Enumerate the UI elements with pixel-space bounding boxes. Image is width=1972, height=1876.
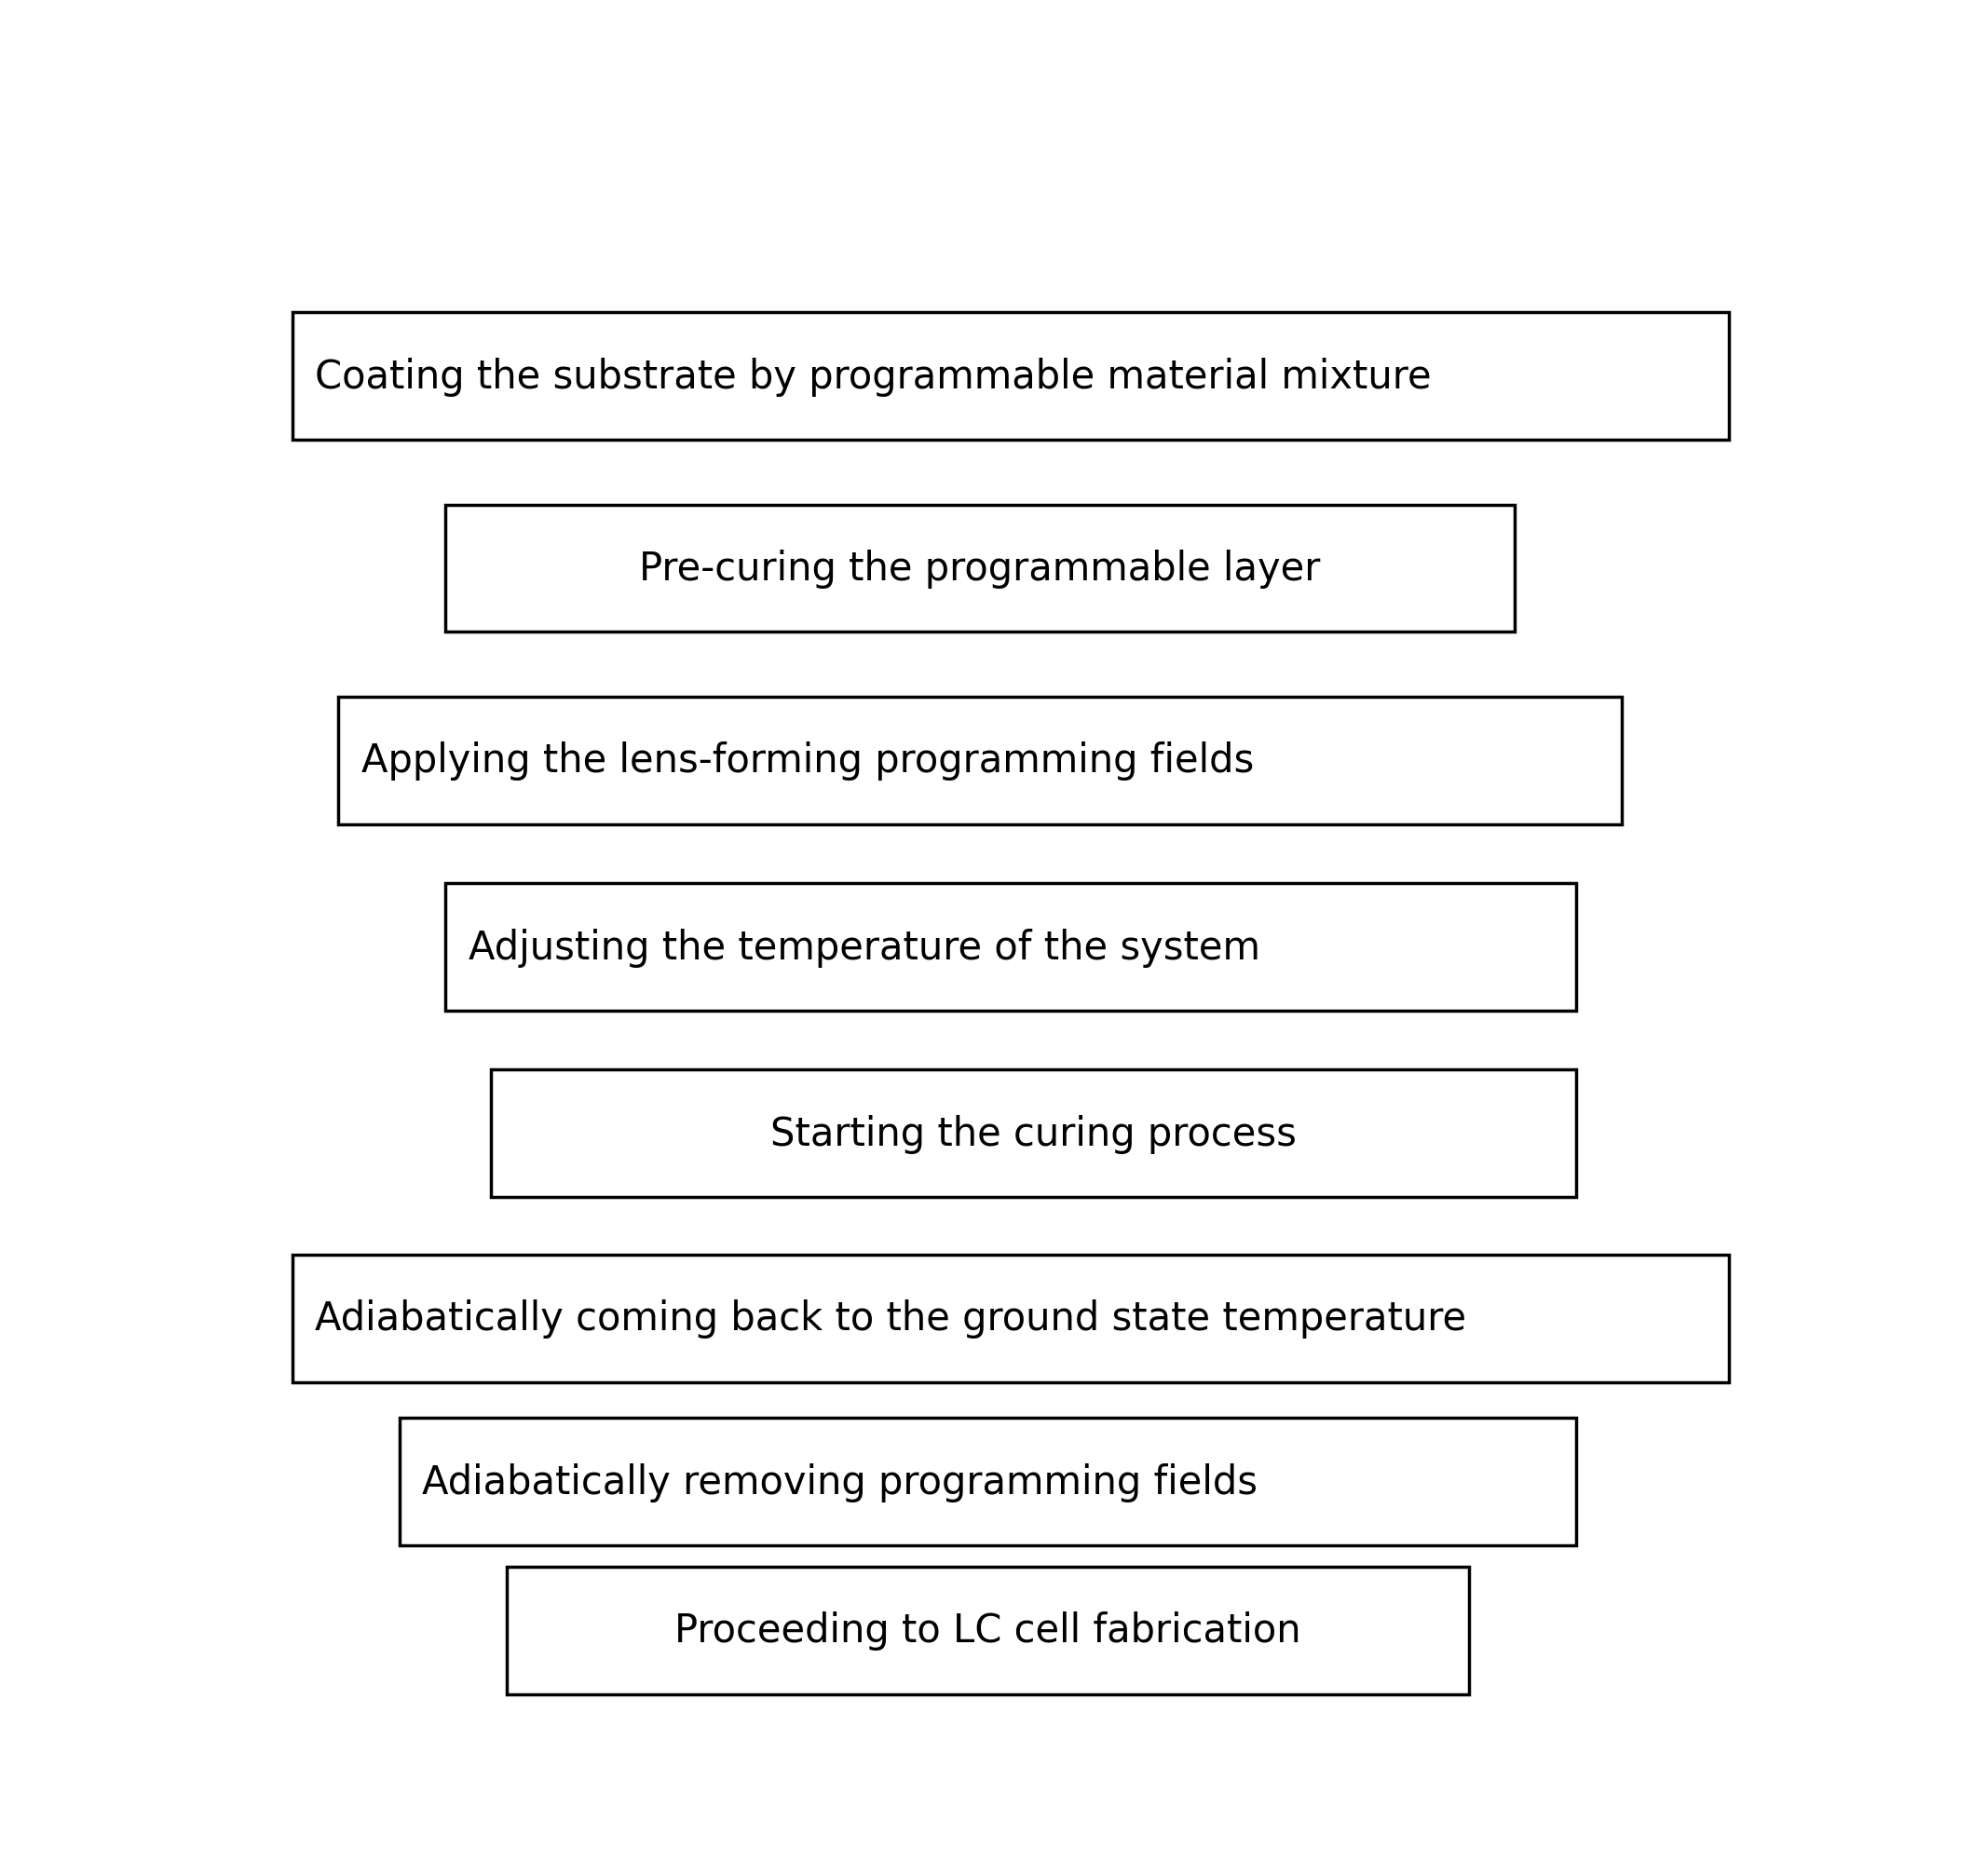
FancyBboxPatch shape: [507, 1566, 1469, 1694]
FancyBboxPatch shape: [292, 1255, 1729, 1383]
FancyBboxPatch shape: [446, 884, 1576, 1011]
FancyBboxPatch shape: [292, 313, 1729, 441]
Text: Adiabatically coming back to the ground state temperature: Adiabatically coming back to the ground …: [316, 1298, 1467, 1338]
FancyBboxPatch shape: [339, 698, 1623, 825]
Text: Starting the curing process: Starting the curing process: [771, 1114, 1298, 1154]
Text: Pre-curing the programmable layer: Pre-curing the programmable layer: [639, 550, 1321, 589]
Text: Adjusting the temperature of the system: Adjusting the temperature of the system: [467, 929, 1260, 966]
FancyBboxPatch shape: [446, 505, 1514, 632]
Text: Proceeding to LC cell fabrication: Proceeding to LC cell fabrication: [674, 1611, 1302, 1651]
Text: Coating the substrate by programmable material mixture: Coating the substrate by programmable ma…: [316, 356, 1432, 396]
FancyBboxPatch shape: [491, 1069, 1576, 1197]
Text: Applying the lens-forming programming fields: Applying the lens-forming programming fi…: [361, 741, 1254, 780]
FancyBboxPatch shape: [398, 1418, 1576, 1546]
Text: Adiabatically removing programming fields: Adiabatically removing programming field…: [422, 1461, 1258, 1501]
